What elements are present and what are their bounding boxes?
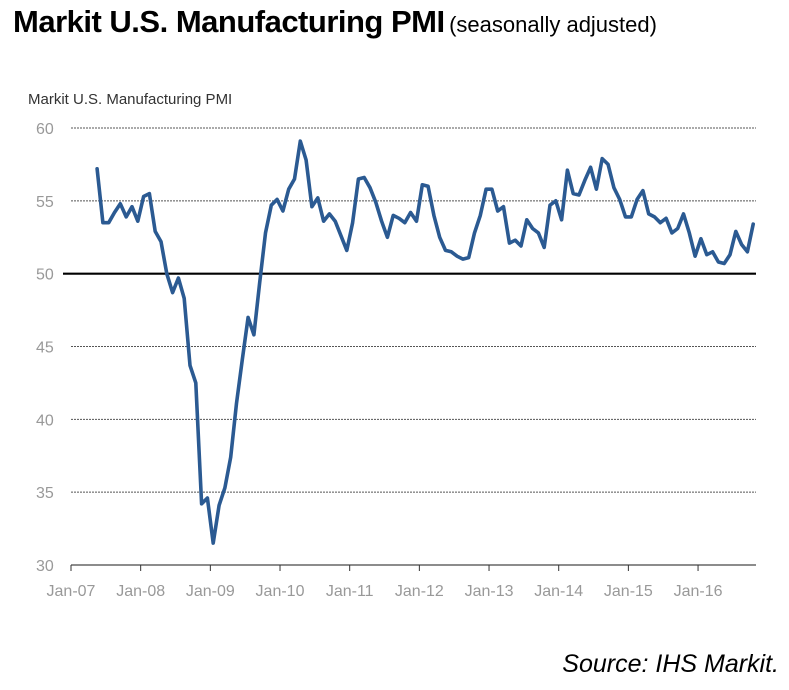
x-tick-label: Jan-15 bbox=[604, 583, 653, 600]
source-note: Source: IHS Markit. bbox=[562, 650, 779, 678]
series-axis-title: Markit U.S. Manufacturing PMI bbox=[28, 91, 232, 108]
x-tick-label: Jan-11 bbox=[326, 583, 374, 600]
y-tick-label: 45 bbox=[36, 340, 54, 357]
pmi-series-line bbox=[95, 139, 756, 545]
x-tick-label: Jan-07 bbox=[47, 583, 96, 600]
x-tick-label: Jan-10 bbox=[256, 583, 305, 600]
x-tick-label: Jan-16 bbox=[674, 583, 723, 600]
chart-title: Markit U.S. Manufacturing PMI (seasonall… bbox=[13, 4, 657, 40]
y-tick-label: 50 bbox=[36, 267, 54, 284]
x-tick-label: Jan-09 bbox=[186, 583, 235, 600]
y-tick-label: 40 bbox=[36, 412, 54, 429]
y-tick-label: 35 bbox=[36, 485, 54, 502]
y-tick-label: 60 bbox=[36, 121, 54, 138]
x-tick-label: Jan-14 bbox=[534, 583, 583, 600]
x-axis: Jan-07 Jan-08 Jan-09 Jan-10 Jan-11 Jan-12 Jan-… bbox=[47, 565, 723, 600]
x-tick-label: Jan-13 bbox=[465, 583, 514, 600]
y-axis-ticks: 60 55 50 45 40 35 30 bbox=[36, 121, 54, 575]
gridlines bbox=[63, 127, 756, 566]
chart-title-subtitle: (seasonally adjusted) bbox=[449, 12, 657, 37]
y-tick-label: 55 bbox=[36, 194, 54, 211]
y-tick-label: 30 bbox=[36, 558, 54, 575]
chart-title-main: Markit U.S. Manufacturing PMI bbox=[13, 4, 445, 39]
x-tick-label: Jan-12 bbox=[395, 583, 444, 600]
x-tick-label: Jan-08 bbox=[116, 583, 165, 600]
series-group bbox=[95, 139, 756, 545]
